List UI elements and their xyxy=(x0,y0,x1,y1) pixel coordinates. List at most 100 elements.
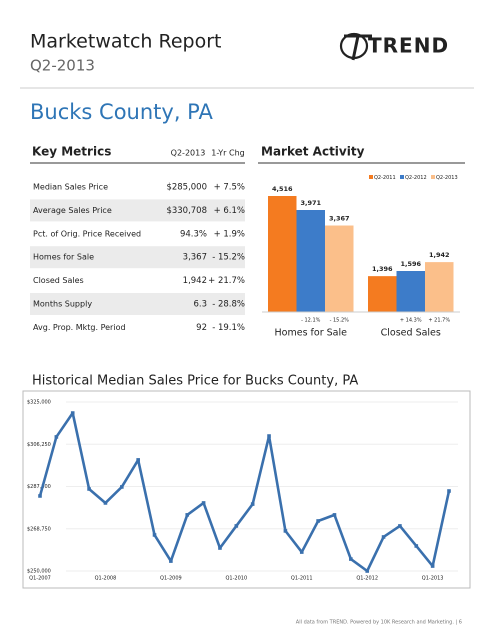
point-marker xyxy=(103,501,108,505)
point-marker xyxy=(54,435,59,439)
logo: TREND xyxy=(339,32,449,61)
y-tick-label: $250,000 xyxy=(27,569,51,575)
bar xyxy=(325,225,354,312)
row-value: 94.3% xyxy=(180,229,207,239)
point-marker xyxy=(316,519,320,523)
point-marker xyxy=(185,513,190,517)
value-label: 4,516 xyxy=(272,185,293,193)
row-label: Median Sales Price xyxy=(33,183,108,192)
row-label: Avg. Prop. Mktg. Period xyxy=(33,323,126,332)
y-tick-label: $325,000 xyxy=(27,400,51,406)
point-marker xyxy=(250,502,255,506)
change-label: - 15.2% xyxy=(330,318,350,324)
point-marker xyxy=(201,501,206,505)
row-change: + 7.5% xyxy=(214,183,245,193)
x-tick-label: Q1-2008 xyxy=(95,576,117,582)
row-value: $285,000 xyxy=(166,183,207,193)
value-label: 3,367 xyxy=(329,215,350,223)
price-line xyxy=(38,411,451,573)
row-shade xyxy=(30,199,245,222)
x-tick-label: Q1-2011 xyxy=(291,576,313,582)
logo-mark xyxy=(344,34,372,61)
row-change: + 6.1% xyxy=(214,206,245,216)
column-header: 1-Yr Chg xyxy=(211,149,244,158)
bar xyxy=(296,209,325,312)
legend-label: Q2-2012 xyxy=(405,175,427,181)
row-label: Homes for Sale xyxy=(33,253,94,262)
point-marker xyxy=(136,458,140,462)
change-label: + 21.7% xyxy=(428,318,450,324)
point-marker xyxy=(218,546,222,550)
change-label: + 14.3% xyxy=(400,318,422,324)
point-marker xyxy=(365,569,369,573)
point-marker xyxy=(332,513,337,517)
x-tick-label: Q1-2010 xyxy=(225,576,247,582)
point-marker xyxy=(447,489,451,493)
chart-title: Historical Median Sales Price for Bucks … xyxy=(32,374,358,389)
report-period: Q2-2013 xyxy=(30,57,95,75)
legend-swatch xyxy=(400,175,404,179)
value-label: 3,971 xyxy=(300,199,321,207)
row-label: Months Supply xyxy=(33,300,92,309)
x-tick-label: Q1-2007 xyxy=(29,576,51,582)
x-tick-label: Q1-2013 xyxy=(422,576,444,582)
row-label: Closed Sales xyxy=(33,276,84,285)
row-value: 92 xyxy=(196,323,207,333)
point-marker xyxy=(234,524,239,528)
chart-frame xyxy=(22,390,471,589)
row-change: - 28.8% xyxy=(212,300,245,310)
row-change: + 1.9% xyxy=(214,229,245,239)
row-label: Pct. of Orig. Price Received xyxy=(33,229,141,238)
table-title: Key Metrics xyxy=(32,145,111,159)
point-marker xyxy=(430,564,435,568)
row-change: - 15.2% xyxy=(212,253,245,263)
row-shade xyxy=(30,246,245,269)
market-activity-chart: Market Activity Q2-2011 Q2-2012 Q2-2013 4,51… xyxy=(258,145,465,339)
row-value: $330,708 xyxy=(166,206,207,216)
category-label: Homes for Sale xyxy=(275,328,348,339)
legend-label: Q2-2011 xyxy=(374,175,396,181)
key-metrics-table: Key Metrics Q2-2013 1-Yr Chg Median Sales P… xyxy=(30,145,245,333)
bar xyxy=(368,276,397,312)
row-shade xyxy=(30,293,245,315)
point-marker xyxy=(381,535,386,539)
footer: All data from TREND. Powered by 10K Rese… xyxy=(296,620,462,626)
historical-price-chart: Historical Median Sales Price for Bucks … xyxy=(22,374,471,589)
logo-text: TREND xyxy=(368,34,449,58)
point-marker xyxy=(152,533,157,537)
value-label: 1,396 xyxy=(372,265,393,273)
row-value: 1,942 xyxy=(183,276,207,286)
legend-swatch xyxy=(431,175,435,179)
y-tick-label: $306,250 xyxy=(27,442,51,448)
point-marker xyxy=(120,485,124,489)
row-label: Average Sales Price xyxy=(33,206,112,215)
bar xyxy=(425,262,454,312)
point-marker xyxy=(283,529,288,533)
column-header: Q2-2013 xyxy=(171,149,206,158)
point-marker xyxy=(38,494,42,498)
row-change: + 21.7% xyxy=(208,276,245,286)
y-tick-label: $268,750 xyxy=(27,526,51,532)
y-tick-label: $287,500 xyxy=(27,484,51,490)
row-value: 6.3 xyxy=(193,300,207,310)
bar xyxy=(268,196,297,312)
row-change: - 19.1% xyxy=(212,323,245,333)
x-tick-label: Q1-2012 xyxy=(356,576,378,582)
change-label: - 12.1% xyxy=(301,318,321,324)
x-tick-label: Q1-2009 xyxy=(160,576,182,582)
point-marker xyxy=(299,550,304,554)
chart-title: Market Activity xyxy=(261,145,365,159)
category-label: Closed Sales xyxy=(381,328,441,339)
point-marker xyxy=(349,557,353,561)
region-title: Bucks County, PA xyxy=(30,100,214,124)
legend-swatch xyxy=(369,175,373,179)
value-label: 1,596 xyxy=(400,260,421,268)
point-marker xyxy=(414,544,419,548)
point-marker xyxy=(87,487,91,491)
point-marker xyxy=(267,434,271,438)
legend-label: Q2-2013 xyxy=(436,175,458,181)
value-label: 1,942 xyxy=(429,251,450,259)
